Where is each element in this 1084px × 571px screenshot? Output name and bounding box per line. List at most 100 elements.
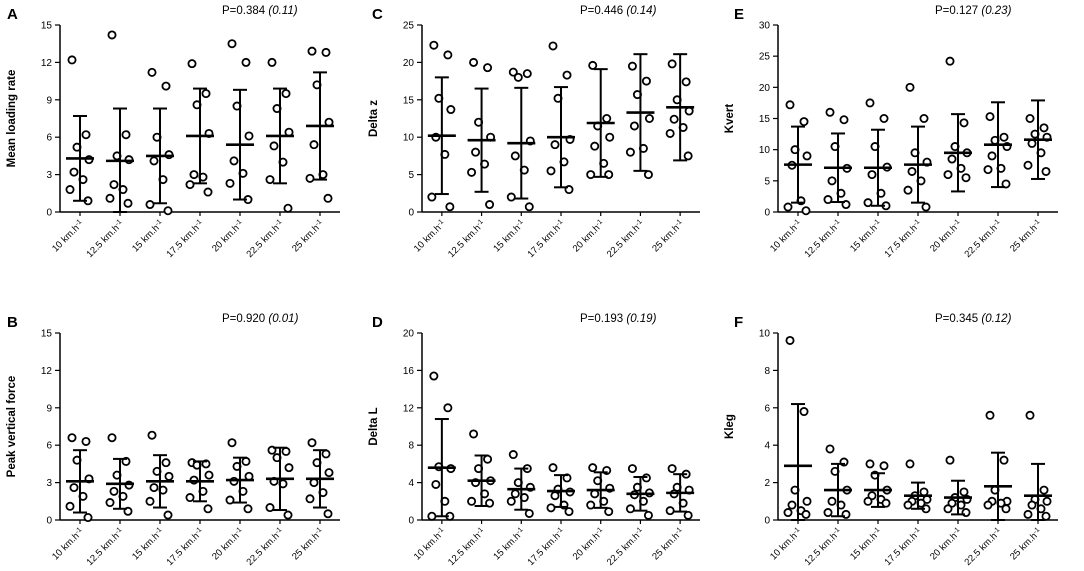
data-point <box>903 185 913 195</box>
data-point <box>204 470 214 480</box>
y-tick-label: 15 <box>759 114 771 125</box>
y-tick-label: 9 <box>46 403 52 414</box>
y-axis-label: Mean loading rate <box>6 70 18 168</box>
data-point <box>109 486 119 496</box>
data-point <box>284 463 294 473</box>
data-point <box>283 203 293 213</box>
x-tick-label: 10 km.h-1 <box>768 218 805 255</box>
x-tick-label: 20 km.h-1 <box>928 218 965 255</box>
data-point <box>785 335 795 345</box>
x-tick-label: 20 km.h-1 <box>570 526 607 563</box>
x-tick-label: 22.5 km.h-1 <box>244 218 286 260</box>
x-tick-label: 12.5 km.h-1 <box>446 218 488 260</box>
data-point <box>681 77 691 87</box>
data-point <box>225 178 235 188</box>
data-point <box>283 510 293 520</box>
data-point <box>227 438 237 448</box>
data-point <box>164 471 174 481</box>
x-tick-label: 15 km.h-1 <box>130 526 167 563</box>
x-tick-label: 22.5 km.h-1 <box>605 218 647 260</box>
data-point <box>827 496 837 506</box>
x-tick-label: 22.5 km.h-1 <box>605 526 647 568</box>
data-point <box>524 508 534 518</box>
data-point <box>802 496 812 506</box>
data-point <box>823 195 833 205</box>
data-point <box>867 170 877 180</box>
data-point <box>644 114 654 124</box>
x-tick-label: 22.5 km.h-1 <box>244 526 286 568</box>
data-point <box>69 483 79 493</box>
data-point <box>881 498 891 508</box>
data-point <box>801 206 811 216</box>
data-point <box>281 89 291 99</box>
y-tick-label: 20 <box>759 83 771 94</box>
data-point <box>524 202 534 212</box>
y-tick-label: 12 <box>41 58 53 69</box>
data-point <box>1027 500 1037 510</box>
data-point <box>667 59 677 69</box>
data-point <box>865 459 875 469</box>
y-tick-label: 4 <box>764 441 770 452</box>
p-value-annotation: P=0.193 (0.19) <box>580 313 657 325</box>
data-point <box>783 202 793 212</box>
data-point <box>947 154 957 164</box>
data-point <box>513 72 523 82</box>
data-point <box>469 57 479 67</box>
p-value-annotation: P=0.920 (0.01) <box>222 313 299 325</box>
x-tick-label: 15 km.h-1 <box>848 218 885 255</box>
data-point <box>799 117 809 127</box>
y-axis-label: Peak vertical force <box>6 376 18 478</box>
data-point <box>943 504 953 514</box>
data-point <box>665 506 675 516</box>
data-point <box>163 510 173 520</box>
data-point <box>1025 410 1035 420</box>
data-point <box>945 56 955 66</box>
data-point <box>185 180 195 190</box>
data-point <box>985 410 995 420</box>
data-point <box>586 170 596 180</box>
data-point <box>69 167 79 177</box>
y-tick-label: 6 <box>46 441 52 452</box>
x-tick-label: 12.5 km.h-1 <box>84 526 126 568</box>
y-axis-label: Delta z <box>368 100 380 137</box>
data-point <box>485 200 495 210</box>
y-tick-label: 0 <box>46 516 52 527</box>
chart-panel-b: B P=0.920 (0.01) Peak vertical force 0 3 6 9 12… <box>6 313 340 568</box>
x-tick-label: 15 km.h-1 <box>130 218 167 255</box>
data-point <box>863 496 873 506</box>
x-tick-label: 25 km.h-1 <box>290 526 327 563</box>
data-point <box>485 498 495 508</box>
data-point <box>467 167 477 177</box>
y-tick-label: 5 <box>764 176 770 187</box>
y-tick-label: 15 <box>41 329 53 340</box>
data-point <box>945 455 955 465</box>
data-point <box>627 61 637 71</box>
panel-letter: F <box>734 314 743 331</box>
y-tick-label: 8 <box>764 366 770 377</box>
data-point <box>999 455 1009 465</box>
data-point <box>825 107 835 117</box>
y-tick-label: 5 <box>408 170 414 181</box>
data-point <box>1001 504 1011 514</box>
p-value-annotation: P=0.384 (0.11) <box>222 5 298 17</box>
data-point <box>905 82 915 92</box>
x-tick-label: 17.5 km.h-1 <box>882 526 924 568</box>
data-point <box>863 198 873 208</box>
data-point <box>548 463 558 473</box>
data-point <box>307 438 317 448</box>
x-tick-label: 20 km.h-1 <box>210 526 247 563</box>
x-tick-label: 10 km.h-1 <box>50 218 87 255</box>
data-point <box>121 130 131 140</box>
data-point <box>65 501 75 511</box>
data-point <box>163 206 173 216</box>
data-point <box>243 504 253 514</box>
y-tick-label: 4 <box>408 478 414 489</box>
chart-panel-e: E P=0.127 (0.23) Kvert 0 5 10 15 20 25 30 10 km.h-… <box>724 5 1058 260</box>
data-point <box>65 185 75 195</box>
y-tick-label: 20 <box>403 329 415 340</box>
data-point <box>321 449 331 459</box>
data-point <box>643 170 653 180</box>
y-axis-label: Kvert <box>724 104 736 134</box>
data-point <box>588 463 598 473</box>
